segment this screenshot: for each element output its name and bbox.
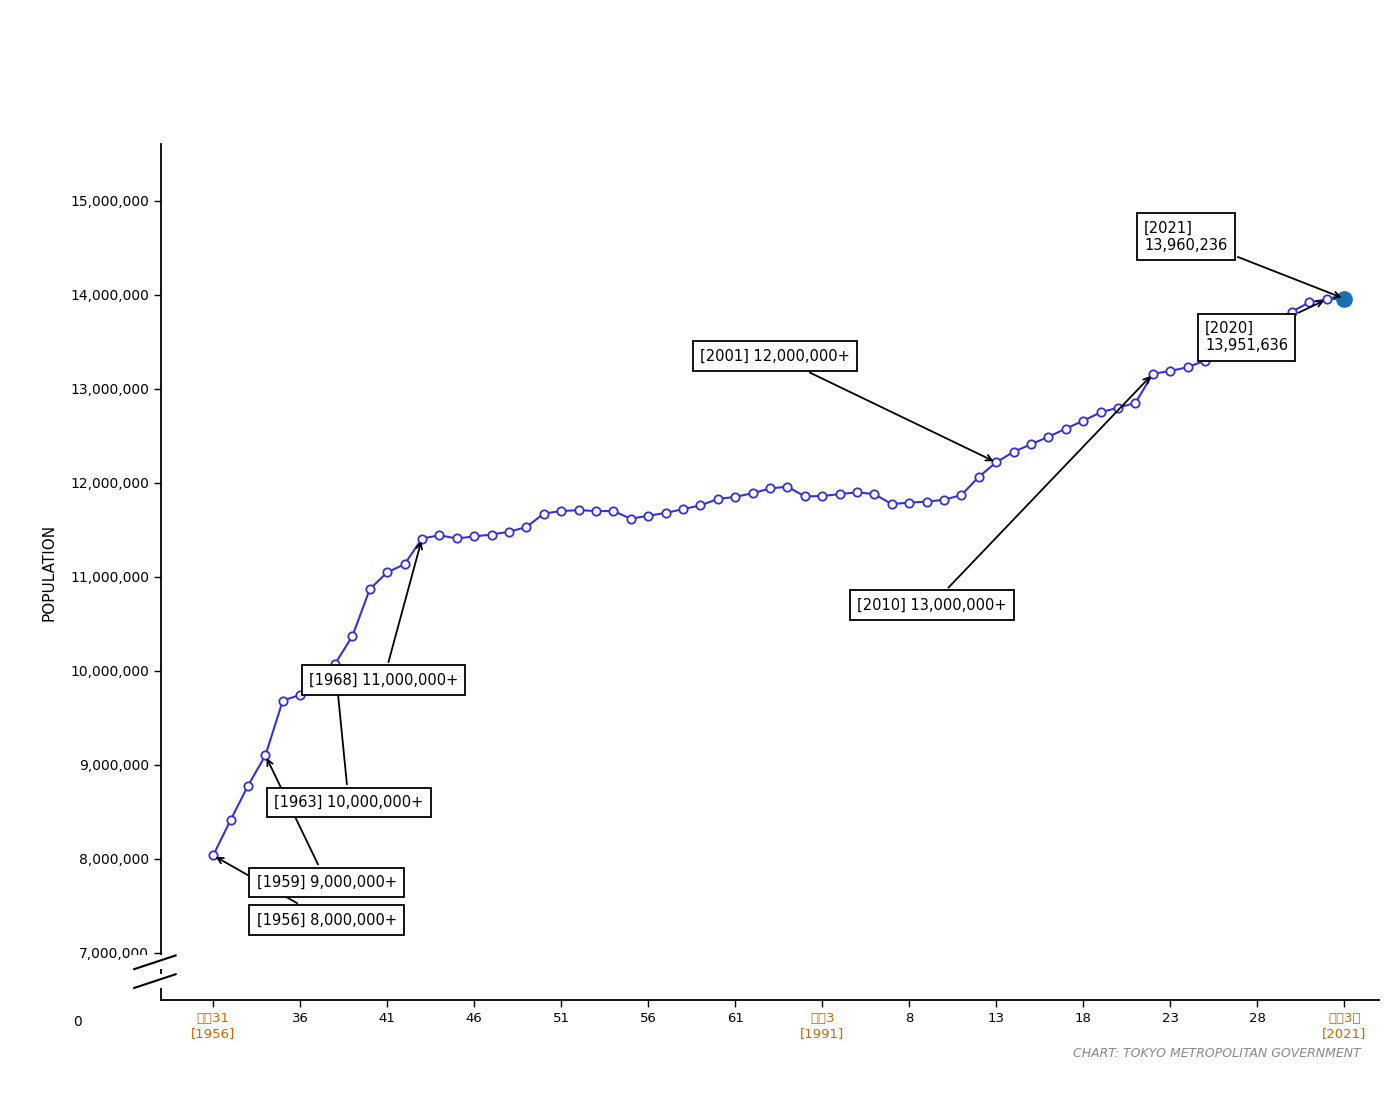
Y-axis label: POPULATION: POPULATION bbox=[42, 523, 56, 621]
Bar bbox=[130, 974, 179, 988]
Text: [1968] 11,000,000+: [1968] 11,000,000+ bbox=[309, 543, 458, 688]
Text: [2021]
13,960,236: [2021] 13,960,236 bbox=[1144, 220, 1340, 298]
Text: [1959] 9,000,000+: [1959] 9,000,000+ bbox=[256, 760, 396, 890]
Bar bbox=[130, 955, 179, 969]
Text: CHART: TOKYO METROPOLITAN GOVERNMENT: CHART: TOKYO METROPOLITAN GOVERNMENT bbox=[1072, 1047, 1361, 1060]
Text: [2010] 13,000,000+: [2010] 13,000,000+ bbox=[857, 378, 1149, 612]
Text: [1956] 8,000,000+: [1956] 8,000,000+ bbox=[217, 858, 396, 928]
Text: [2020]
13,951,636: [2020] 13,951,636 bbox=[1205, 301, 1323, 353]
Text: 0: 0 bbox=[73, 1015, 83, 1029]
Text: [1963] 10,000,000+: [1963] 10,000,000+ bbox=[274, 669, 423, 810]
Text: POPULATION OF THE TOKYO METROPOLITAN AREA (1956-2021): POPULATION OF THE TOKYO METROPOLITAN ARE… bbox=[35, 41, 1070, 70]
Text: [2001] 12,000,000+: [2001] 12,000,000+ bbox=[700, 349, 991, 460]
